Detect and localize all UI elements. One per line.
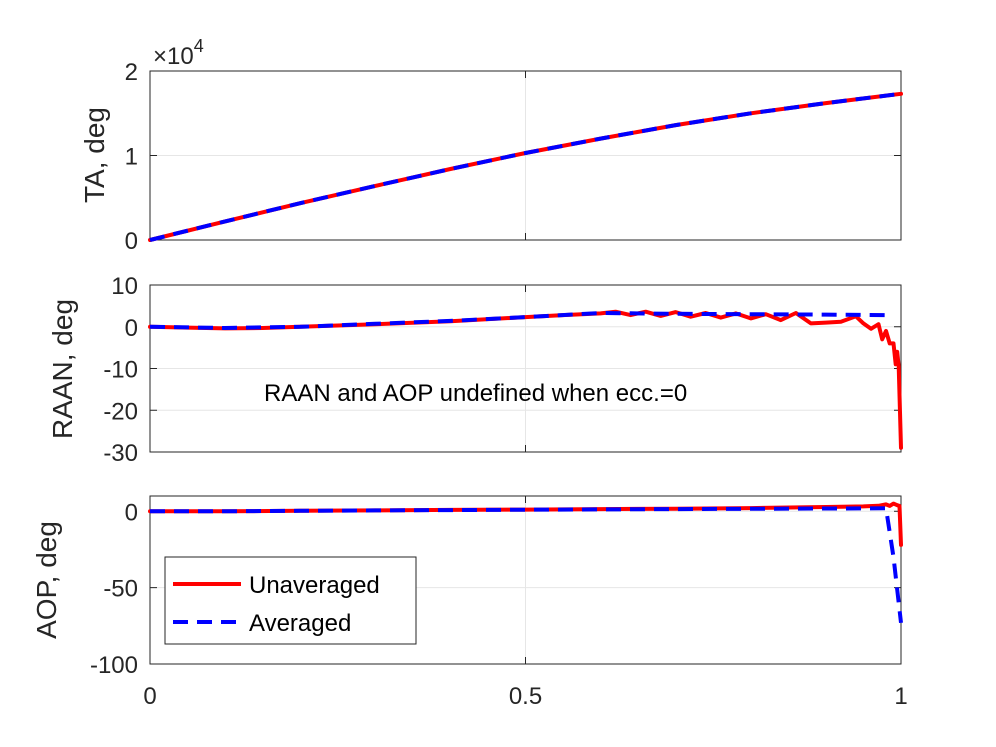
raan-y-tick-label: 0 (125, 315, 138, 342)
raan-y-ticks: 10 0 -10 -20 -30 (103, 273, 901, 467)
aop-x-tick-label: 1 (894, 683, 907, 710)
ta-y-axis-label: TA, deg (79, 107, 110, 203)
ta-axis-multiplier-exponent: 4 (194, 36, 204, 56)
aop-x-ticks: 0 0.5 1 (143, 496, 908, 710)
ta-grid (150, 71, 901, 240)
legend-label-unaveraged: Unaveraged (249, 572, 380, 599)
ta-y-tick-label: 0 (125, 228, 138, 255)
legend: Unaveraged Averaged (164, 556, 417, 645)
ta-y-tick-label: 1 (125, 144, 138, 171)
aop-series-averaged (150, 506, 903, 624)
ta-axis-multiplier-base: ×10 (153, 43, 194, 70)
aop-y-tick-label: -50 (103, 576, 138, 603)
legend-label-averaged: Averaged (249, 610, 351, 637)
raan-series (148, 309, 903, 450)
raan-y-tick-label: -10 (103, 357, 138, 384)
legend-box (164, 556, 417, 645)
aop-y-tick-label: -100 (90, 652, 138, 679)
ta-y-ticks: 0 1 2 (125, 59, 901, 255)
raan-y-tick-label: 10 (111, 273, 138, 300)
raan-y-axis-label: RAAN, deg (47, 299, 78, 439)
aop-y-axis-label: AOP, deg (31, 521, 62, 639)
aop-subplot: 0-50-100 0 0.5 1 AOP, deg (31, 495, 908, 710)
raan-subplot: 10 0 -10 -20 -30 RAAN, deg RAAN and AOP unde… (47, 273, 903, 467)
ta-axis-multiplier: ×104 (153, 36, 204, 70)
ta-series (148, 91, 903, 242)
ta-y-tick-label: 2 (125, 59, 138, 86)
aop-x-tick-label: 0.5 (509, 683, 542, 710)
raan-y-tick-label: -20 (103, 398, 138, 425)
undefined-annotation: RAAN and AOP undefined when ecc.=0 (264, 380, 687, 407)
aop-x-tick-label: 0 (143, 683, 156, 710)
aop-y-tick-label: 0 (125, 499, 138, 526)
raan-series-averaged (149, 311, 887, 330)
ta-subplot: 0 1 2 TA, deg ×104 (79, 36, 903, 255)
aop-series (148, 501, 903, 624)
ta-series-averaged (149, 91, 902, 242)
raan-y-tick-label: -30 (103, 440, 138, 467)
aop-y-ticks: 0 -50 -100 (90, 499, 901, 679)
